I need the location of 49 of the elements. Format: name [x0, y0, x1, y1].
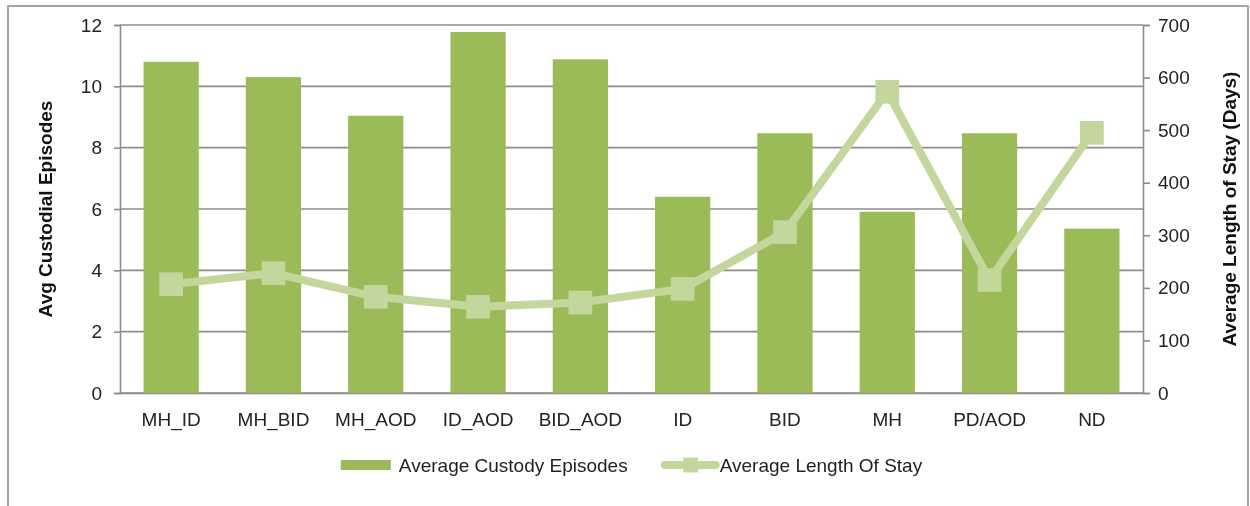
x-tick-label: ID_AOD	[442, 409, 514, 432]
bar	[1064, 228, 1120, 393]
y2-tick-label: 100	[1158, 330, 1190, 352]
bar	[143, 61, 199, 393]
point	[159, 272, 183, 297]
y2-tick-label: 300	[1158, 224, 1190, 246]
x-tick-label: MH_ID	[141, 409, 201, 432]
bar	[757, 133, 813, 393]
legend-label: Average Custody Episodes	[398, 454, 628, 476]
point	[363, 284, 388, 309]
y2-tick-label: 0	[1158, 382, 1169, 404]
bar	[348, 115, 404, 393]
y-tick-label: 0	[91, 382, 102, 404]
point	[773, 220, 797, 244]
y-tick-label: 6	[91, 198, 102, 220]
point	[977, 268, 1002, 292]
bar	[961, 133, 1018, 393]
point	[568, 290, 593, 315]
point	[875, 79, 900, 104]
y-tick-label: 4	[91, 259, 103, 281]
bar	[859, 211, 915, 393]
bar	[655, 196, 711, 393]
y-tick-label: 8	[91, 137, 102, 159]
x-tick-label: BID	[769, 409, 801, 431]
bar	[450, 32, 506, 393]
y-tick-label: 2	[91, 321, 102, 343]
x-tick-label: ND	[1078, 409, 1106, 431]
x-tick-label: MH_BID	[237, 409, 310, 432]
y2-tick-label: 600	[1158, 67, 1190, 89]
x-tick-label: MH_AOD	[335, 409, 417, 432]
y2-tick-label: 400	[1158, 172, 1190, 194]
x-tick-label: MH	[872, 409, 903, 431]
y2-tick-label: 700	[1158, 14, 1190, 36]
x-tick-label: ID	[673, 409, 693, 431]
y-tick-label: 10	[80, 75, 102, 97]
point	[670, 277, 695, 301]
y2-axis-title: Average Length of Stay (Days)	[1219, 71, 1240, 347]
bar	[552, 59, 608, 393]
point	[1080, 120, 1104, 145]
x-tick-label: BID_AOD	[538, 409, 623, 432]
point	[466, 294, 490, 319]
y-tick-label: 12	[80, 14, 102, 36]
y-axis-title: Avg Custodial Episodes	[35, 100, 56, 318]
legend-label: Average Length Of Stay	[719, 454, 923, 476]
y2-tick-label: 200	[1158, 277, 1190, 299]
x-tick-label: PD/AOD	[953, 409, 1026, 431]
point	[261, 261, 286, 285]
y2-tick-label: 500	[1158, 119, 1190, 141]
bar	[245, 77, 302, 393]
